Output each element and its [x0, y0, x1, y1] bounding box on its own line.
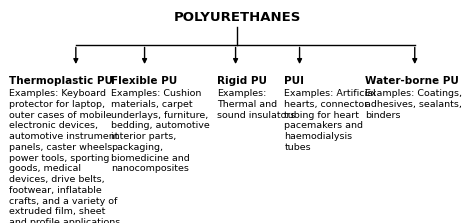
Text: Examples: Artificial
hearts, connector
tubing for heart
pacemakers and
haemodial: Examples: Artificial hearts, connector t…: [284, 89, 376, 152]
Text: Rigid PU: Rigid PU: [217, 76, 267, 86]
Text: Flexible PU: Flexible PU: [111, 76, 178, 86]
Text: Thermoplastic PU: Thermoplastic PU: [9, 76, 113, 86]
Text: POLYURETHANES: POLYURETHANES: [173, 11, 301, 24]
Text: Examples: Cushion
materials, carpet
underlays, furniture,
bedding, automotive
in: Examples: Cushion materials, carpet unde…: [111, 89, 210, 173]
Text: Water-borne PU: Water-borne PU: [365, 76, 459, 86]
Text: Examples: Keyboard
protector for laptop,
outer cases of mobile
electronic device: Examples: Keyboard protector for laptop,…: [9, 89, 124, 223]
Text: Examples:
Thermal and
sound insulators: Examples: Thermal and sound insulators: [217, 89, 295, 120]
Text: PUI: PUI: [284, 76, 304, 86]
Text: Examples: Coatings,
adhesives, sealants,
binders: Examples: Coatings, adhesives, sealants,…: [365, 89, 462, 120]
